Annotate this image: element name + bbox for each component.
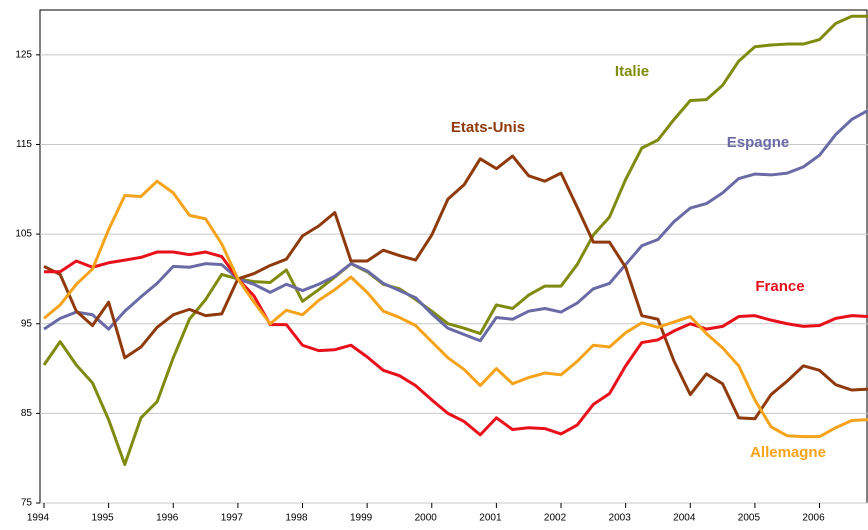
series-line <box>43 109 868 343</box>
series-label: Espagne <box>727 134 790 151</box>
x-tick-label: 2002 <box>544 513 567 524</box>
x-tick-label: 1995 <box>92 513 115 524</box>
x-tick-label: 2005 <box>738 513 761 524</box>
plot-frame <box>39 9 868 504</box>
series-line <box>43 154 868 421</box>
y-tick-label: 125 <box>15 49 32 60</box>
series-label: Italie <box>615 63 649 80</box>
y-tick-label: 115 <box>16 139 32 150</box>
series-label: France <box>755 278 804 295</box>
y-tick-label: 85 <box>21 408 33 419</box>
series-line <box>44 250 868 437</box>
y-tick-label: 105 <box>15 229 32 240</box>
x-tick-label: 1994 <box>27 513 50 524</box>
x-tick-label: 2006 <box>802 513 825 524</box>
x-tick-label: 2004 <box>673 513 696 524</box>
x-tick-label: 1998 <box>285 513 308 524</box>
x-tick-label: 1996 <box>156 513 179 524</box>
series-label: Etats-Unis <box>451 119 525 136</box>
y-tick-label: 75 <box>21 498 33 509</box>
x-tick-label: 1997 <box>221 513 244 524</box>
series-line <box>43 179 868 439</box>
y-tick-label: 95 <box>21 318 33 329</box>
series-line <box>42 14 868 466</box>
x-tick-label: 1999 <box>350 513 373 524</box>
x-tick-label: 2001 <box>479 513 502 524</box>
series-label: Allemagne <box>750 444 826 461</box>
x-tick-label: 2003 <box>609 513 632 524</box>
x-tick-label: 2000 <box>415 513 438 524</box>
